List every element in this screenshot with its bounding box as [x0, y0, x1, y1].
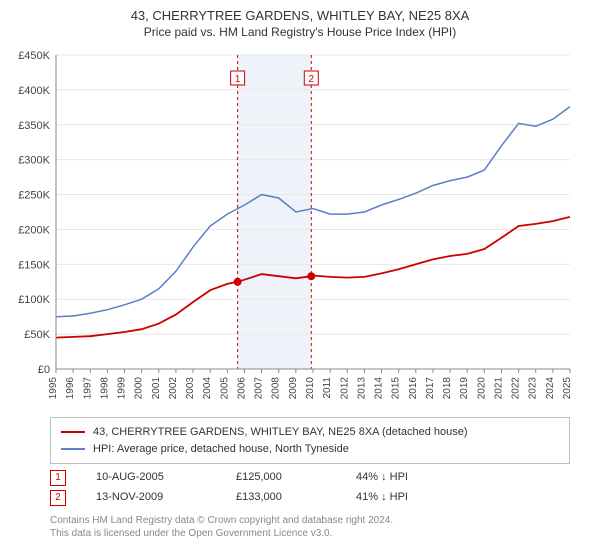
- svg-text:2016: 2016: [408, 377, 419, 400]
- legend: 43, CHERRYTREE GARDENS, WHITLEY BAY, NE2…: [50, 417, 570, 464]
- chart-title: 43, CHERRYTREE GARDENS, WHITLEY BAY, NE2…: [10, 8, 590, 23]
- svg-text:2007: 2007: [254, 377, 265, 400]
- marker-price: £133,000: [236, 488, 326, 508]
- svg-text:2017: 2017: [425, 377, 436, 400]
- svg-text:2004: 2004: [202, 377, 213, 400]
- chart-subtitle: Price paid vs. HM Land Registry's House …: [10, 25, 590, 39]
- svg-text:2009: 2009: [288, 377, 299, 400]
- svg-text:£0: £0: [38, 364, 50, 376]
- svg-text:£100K: £100K: [18, 294, 50, 306]
- marker-date: 13-NOV-2009: [96, 488, 206, 508]
- marker-price: £125,000: [236, 468, 326, 488]
- svg-text:£250K: £250K: [18, 190, 50, 202]
- svg-text:£50K: £50K: [24, 329, 50, 341]
- svg-text:2011: 2011: [322, 377, 333, 399]
- svg-text:1995: 1995: [48, 377, 59, 400]
- legend-label: HPI: Average price, detached house, Nort…: [93, 441, 349, 458]
- svg-text:2013: 2013: [356, 377, 367, 400]
- legend-swatch: [61, 448, 85, 450]
- svg-text:2022: 2022: [511, 377, 522, 400]
- svg-text:£450K: £450K: [18, 50, 50, 62]
- footer-line: Contains HM Land Registry data © Crown c…: [50, 514, 570, 527]
- marker-delta: 44% ↓ HPI: [356, 468, 446, 488]
- marker-row: 2 13-NOV-2009 £133,000 41% ↓ HPI: [50, 488, 570, 508]
- chart-plot: £0 £50K £100K £150K £200K £250K £300K £350K £400…: [10, 49, 580, 409]
- svg-text:1996: 1996: [65, 377, 76, 400]
- svg-text:2023: 2023: [528, 377, 539, 400]
- svg-text:1: 1: [235, 74, 241, 85]
- chart-svg: £0 £50K £100K £150K £200K £250K £300K £350K £400…: [10, 49, 580, 409]
- legend-item: HPI: Average price, detached house, Nort…: [61, 441, 559, 458]
- svg-text:2018: 2018: [442, 377, 453, 400]
- svg-text:£200K: £200K: [18, 224, 50, 236]
- svg-text:2001: 2001: [151, 377, 162, 400]
- svg-text:2021: 2021: [493, 377, 504, 400]
- svg-text:2006: 2006: [236, 377, 247, 400]
- footer-line: This data is licensed under the Open Gov…: [50, 527, 570, 540]
- legend-swatch: [61, 431, 85, 433]
- svg-text:1998: 1998: [99, 377, 110, 400]
- footer-attribution: Contains HM Land Registry data © Crown c…: [50, 514, 570, 540]
- svg-text:£150K: £150K: [18, 259, 50, 271]
- svg-text:£400K: £400K: [18, 85, 50, 97]
- legend-label: 43, CHERRYTREE GARDENS, WHITLEY BAY, NE2…: [93, 424, 468, 441]
- marker-date: 10-AUG-2005: [96, 468, 206, 488]
- marker-table: 1 10-AUG-2005 £125,000 44% ↓ HPI 2 13-NO…: [50, 468, 570, 508]
- marker-delta: 41% ↓ HPI: [356, 488, 446, 508]
- svg-text:2020: 2020: [476, 377, 487, 400]
- chart-container: 43, CHERRYTREE GARDENS, WHITLEY BAY, NE2…: [0, 0, 600, 560]
- svg-text:2010: 2010: [305, 377, 316, 400]
- svg-text:2: 2: [309, 74, 315, 85]
- marker-badge: 1: [50, 470, 66, 486]
- marker-row: 1 10-AUG-2005 £125,000 44% ↓ HPI: [50, 468, 570, 488]
- svg-text:2014: 2014: [374, 377, 385, 400]
- svg-text:2012: 2012: [339, 377, 350, 400]
- svg-text:2015: 2015: [391, 377, 402, 400]
- svg-text:2005: 2005: [219, 377, 230, 400]
- legend-item: 43, CHERRYTREE GARDENS, WHITLEY BAY, NE2…: [61, 424, 559, 441]
- svg-text:£350K: £350K: [18, 120, 50, 132]
- svg-text:2000: 2000: [134, 377, 145, 400]
- svg-text:£300K: £300K: [18, 155, 50, 167]
- svg-text:2019: 2019: [459, 377, 470, 400]
- svg-text:2003: 2003: [185, 377, 196, 400]
- svg-text:2002: 2002: [168, 377, 179, 400]
- marker-badge: 2: [50, 490, 66, 506]
- svg-text:2008: 2008: [271, 377, 282, 400]
- svg-text:1997: 1997: [82, 377, 93, 400]
- svg-text:2025: 2025: [562, 377, 573, 400]
- svg-text:2024: 2024: [545, 377, 556, 400]
- title-block: 43, CHERRYTREE GARDENS, WHITLEY BAY, NE2…: [0, 0, 600, 43]
- svg-text:1999: 1999: [117, 377, 128, 400]
